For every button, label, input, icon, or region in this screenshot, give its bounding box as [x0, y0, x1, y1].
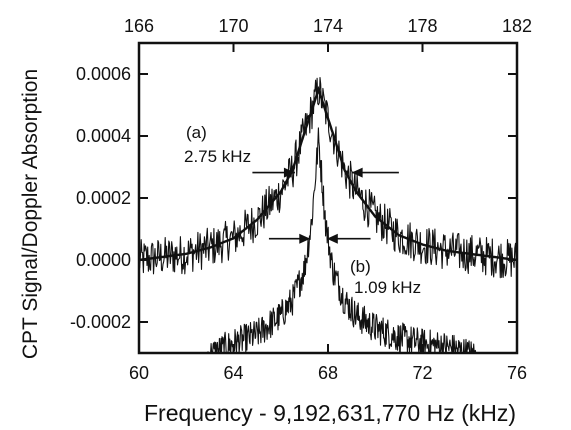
annotation-a-width: 2.75 kHz [184, 147, 251, 166]
top-tick-label-3: 178 [407, 16, 437, 36]
series-layer [138, 76, 518, 354]
top-tick-label-4: 182 [502, 16, 532, 36]
arrow-a-left-head [283, 167, 295, 178]
x-tick-label-1: 64 [223, 363, 243, 383]
annotation-a-label: (a) [186, 123, 207, 142]
y-tick-label-4: 0.0006 [76, 64, 131, 84]
x-tick-label-4: 76 [507, 363, 527, 383]
top-tick-label-0: 166 [124, 16, 154, 36]
x-tick-label-0: 60 [129, 363, 149, 383]
y-tick-label-0: -0.0002 [70, 312, 131, 332]
width-arrows [252, 167, 399, 244]
x-tick-label-2: 68 [318, 363, 338, 383]
plot-frame [137, 41, 519, 355]
y-tick-label-1: 0.0000 [76, 250, 131, 270]
ticks-layer: 60 64 68 72 76 166 170 174 178 182 -0.0002 0.0000 0.… [70, 16, 532, 383]
y-tick-label-3: 0.0004 [76, 126, 131, 146]
annotation-b-label: (b) [350, 257, 371, 276]
x-axis-title: Frequency - 9,192,631,770 Hz (kHz) [144, 400, 516, 426]
x-tick-label-3: 72 [412, 363, 432, 383]
top-tick-label-1: 170 [218, 16, 248, 36]
series-b-trace [206, 127, 477, 354]
y-axis-title: CPT Signal/Doppler Absorption [19, 69, 42, 359]
annotation-b-width: 1.09 kHz [354, 278, 421, 297]
y-tick-label-2: 0.0002 [76, 188, 131, 208]
series-a-fit [138, 85, 518, 262]
arrow-b-right-head [326, 233, 338, 244]
series-a-trace [138, 76, 518, 279]
top-tick-label-2: 174 [313, 16, 343, 36]
arrow-a-right-head [351, 167, 363, 178]
arrow-b-left-head [299, 233, 311, 244]
